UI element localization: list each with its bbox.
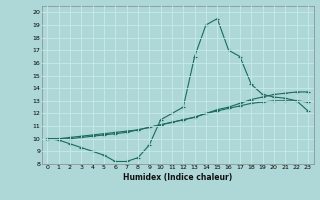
X-axis label: Humidex (Indice chaleur): Humidex (Indice chaleur) (123, 173, 232, 182)
